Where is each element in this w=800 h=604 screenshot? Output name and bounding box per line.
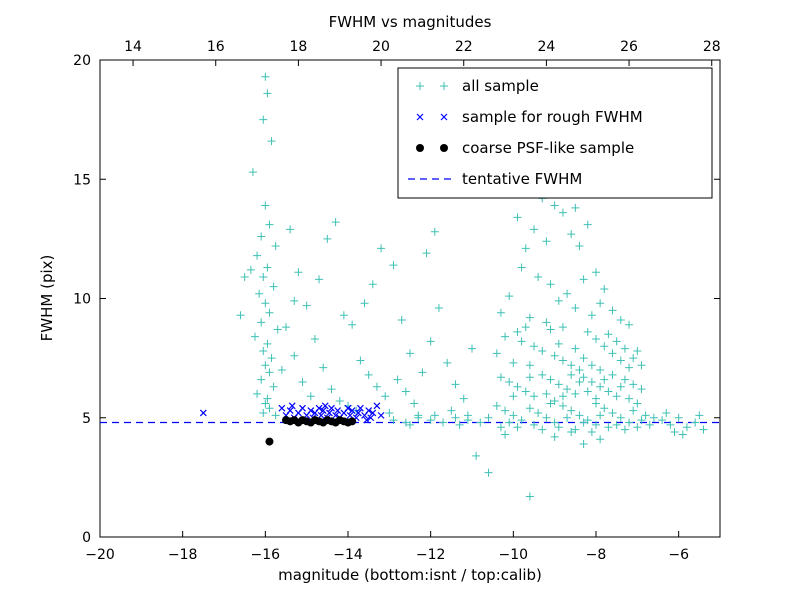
legend-entry-coarse-psf-like-sample: coarse PSF-like sample (416, 139, 634, 157)
tick-label: 16 (207, 39, 225, 55)
tick-label: 15 (73, 172, 91, 188)
legend-label: coarse PSF-like sample (462, 139, 634, 157)
legend-entry-tentative-fwhm: tentative FWHM (408, 170, 582, 188)
tick-label: 20 (73, 53, 91, 69)
scatter-series (199, 72, 708, 501)
tick-label: −16 (251, 547, 281, 563)
tick-label: −8 (586, 547, 607, 563)
tick-label: −14 (333, 547, 363, 563)
legend: all sample sample for rough FWHM coarse PS… (397, 67, 713, 199)
tick-label: 5 (82, 411, 91, 427)
axis-ticks: −20 −18 −16 −14 −12 −10 −8 −6 14 16 18 20 22 24 26 28 0 5… (73, 39, 720, 563)
series-all-sample (236, 72, 708, 501)
y-axis-label: FWHM (pix) (38, 255, 56, 342)
tick-label: −18 (168, 547, 198, 563)
tick-label: 20 (372, 39, 390, 55)
tick-label: 10 (73, 292, 91, 308)
tick-label: 28 (703, 39, 721, 55)
tick-label: −6 (668, 547, 689, 563)
legend-entry-sample-for-rough-fwhm: sample for rough FWHM (416, 108, 643, 126)
tick-label: 24 (537, 39, 555, 55)
tick-label: 26 (620, 39, 638, 55)
legend-label: sample for rough FWHM (462, 108, 643, 126)
legend-entries: all sample sample for rough FWHM coarse PS… (408, 77, 643, 188)
x-axis-label: magnitude (bottom:isnt / top:calib) (278, 566, 542, 584)
tick-label: 0 (82, 530, 91, 546)
tick-label: 22 (455, 39, 473, 55)
legend-label: tentative FWHM (462, 170, 582, 188)
tick-label: −20 (85, 547, 115, 563)
legend-entry-all-sample: all sample (416, 77, 539, 95)
chart-title: FWHM vs magnitudes (329, 13, 492, 31)
series-coarse-psf-like-sample (265, 416, 357, 446)
tick-label: 14 (124, 39, 142, 55)
tick-label: −12 (416, 547, 446, 563)
legend-label: all sample (462, 77, 539, 95)
tick-label: −10 (499, 547, 529, 563)
tick-label: 18 (289, 39, 307, 55)
legend-box (397, 67, 713, 199)
